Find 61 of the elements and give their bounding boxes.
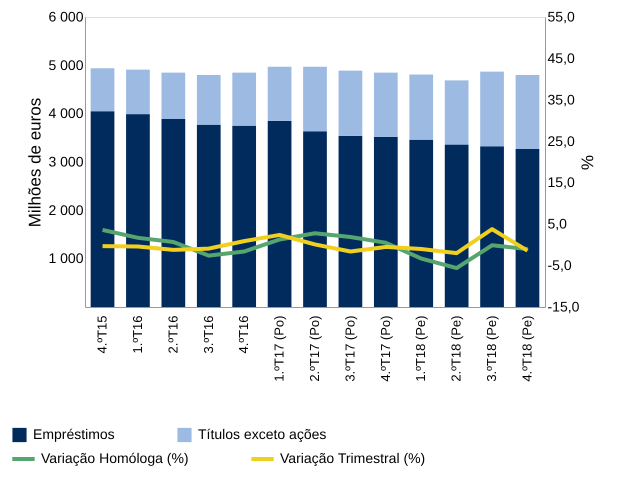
x-tick-label: 2.ºT17 (Po): [307, 316, 322, 382]
x-tick-label: 1.ºT17 (Po): [272, 316, 287, 382]
legend-label: Títulos exceto ações: [198, 426, 326, 442]
x-tick-label: 4.ºT15: [94, 316, 110, 354]
y2-tick-label: 15,0: [548, 174, 575, 190]
y2-tick-label: 45,0: [548, 50, 575, 66]
bar: [303, 132, 327, 307]
bar: [196, 75, 221, 125]
y-tick-label: 5 000: [48, 56, 84, 73]
y-tick-label: 4 000: [48, 105, 84, 122]
bar: [268, 120, 292, 307]
x-tick-label: 2.ºT16: [165, 316, 180, 354]
y-tick-label: 1 000: [48, 250, 84, 266]
y2-tick-label: 55,0: [548, 8, 575, 24]
bar: [480, 146, 504, 307]
x-tick-label: 1.ºT16: [130, 316, 145, 354]
bar: [196, 124, 221, 307]
bar: [90, 111, 114, 307]
line-series: [100, 227, 530, 256]
bar: [444, 144, 469, 307]
y-tick-label: 6 000: [48, 8, 84, 24]
bar: [374, 136, 398, 307]
bar: [126, 70, 150, 114]
y2-tick-label: 35,0: [548, 91, 575, 108]
y2-axis-title: %: [577, 154, 596, 170]
bar: [232, 72, 256, 126]
x-tick-label: 3.ºT17 (Po): [342, 316, 358, 382]
x-tick-label: 4.ºT17 (Po): [378, 316, 393, 382]
x-tick-label: 3.ºT16: [200, 316, 216, 354]
legend-label: Variação Homóloga (%): [41, 450, 189, 466]
y2-tick-label: -15,0: [548, 298, 580, 314]
x-tick-label: 4.ºT18 (Pe): [519, 316, 534, 382]
bar: [232, 126, 256, 307]
bar: [374, 72, 398, 137]
x-tick-label: 3.ºT18 (Pe): [484, 316, 500, 382]
y-axis-title: Milhões de euros: [25, 98, 44, 228]
bar: [268, 66, 292, 121]
y2-tick-label: 25,0: [548, 132, 575, 149]
legend-label: Empréstimos: [33, 426, 115, 442]
x-tick-label: 1.ºT18 (Pe): [413, 316, 428, 382]
bar: [409, 74, 434, 140]
y2-tick-label: 5,0: [548, 216, 568, 232]
bar: [126, 114, 150, 307]
bar: [303, 66, 327, 132]
bar: [90, 68, 114, 112]
y-tick-label: 2 000: [48, 202, 84, 218]
bar: [480, 72, 504, 147]
bar: [161, 118, 186, 307]
line-series: [100, 228, 530, 270]
y2-tick-label: -5,0: [548, 257, 572, 274]
bar: [338, 136, 362, 307]
bar: [338, 70, 362, 136]
x-tick-label: 2.ºT18 (Pe): [448, 316, 464, 382]
bar: [516, 148, 540, 307]
bar: [444, 80, 469, 145]
bar: [409, 140, 434, 307]
x-tick-label: 4.ºT16: [236, 316, 252, 354]
bar: [161, 72, 186, 119]
bar: [516, 75, 540, 149]
y-tick-label: 3 000: [48, 154, 84, 170]
legend-label: Variação Trimestral (%): [280, 450, 426, 466]
